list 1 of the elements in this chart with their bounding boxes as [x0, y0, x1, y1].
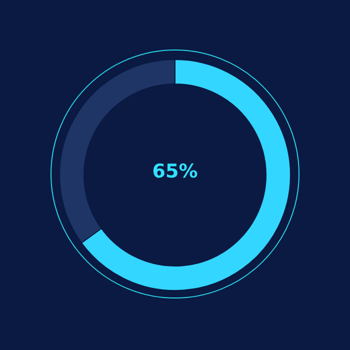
text: 65%	[152, 160, 198, 182]
